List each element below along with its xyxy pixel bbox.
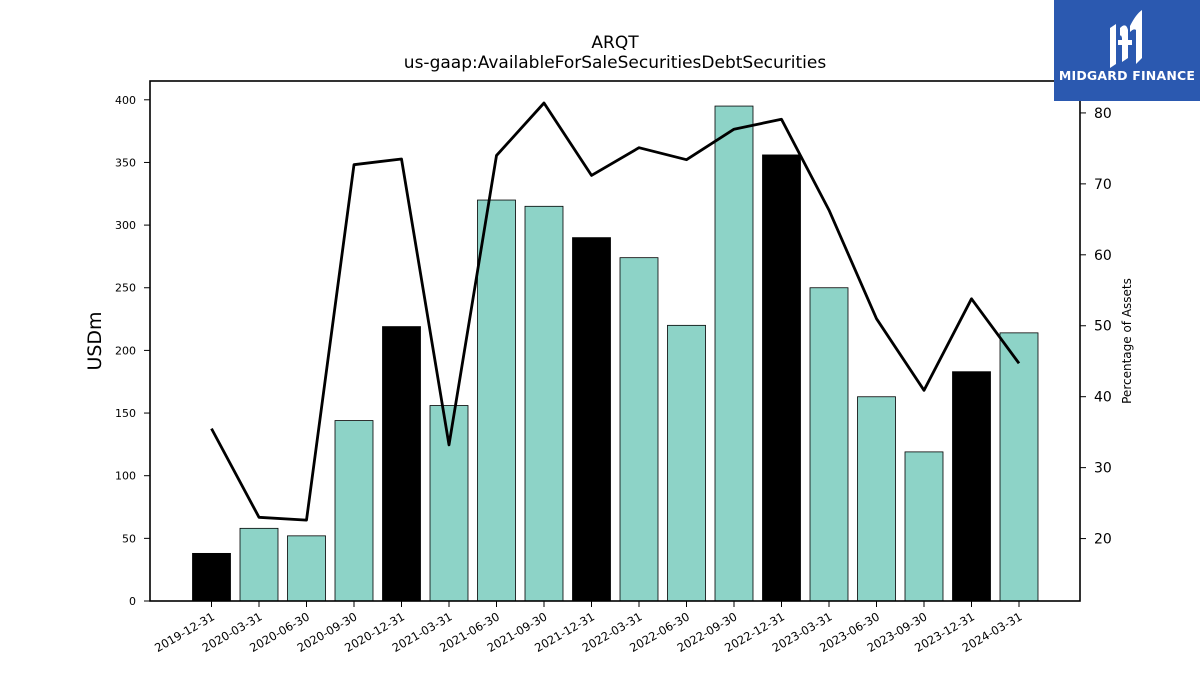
- y-tick-label-200: 200: [115, 344, 136, 357]
- percentage-line: [210, 101, 1021, 522]
- y2-tick-label-70: 70: [1094, 177, 1112, 193]
- line-layer: [210, 101, 1021, 522]
- bar-2020-06-30: [287, 535, 326, 602]
- bar-2020-03-31: [239, 527, 279, 602]
- bar-2024-03-31: [999, 332, 1039, 602]
- y-tick-label-150: 150: [115, 407, 136, 420]
- chart-subtitle: us-gaap:AvailableForSaleSecuritiesDebtSe…: [404, 53, 827, 73]
- bar-2022-09-30: [714, 105, 754, 602]
- y-axis-label: USDm: [84, 311, 106, 370]
- bar-2020-12-31: [382, 326, 421, 602]
- bar-2022-12-31: [762, 154, 801, 602]
- y-tick-label-400: 400: [115, 94, 136, 107]
- y2-tick-label-80: 80: [1094, 106, 1112, 122]
- y-tick-label-100: 100: [115, 470, 136, 483]
- bar-2021-12-31: [572, 237, 611, 602]
- y2-tick-label-20: 20: [1094, 532, 1112, 548]
- y-tick-label-250: 250: [115, 282, 136, 295]
- y2-tick-label-40: 40: [1094, 390, 1112, 406]
- logo-text: MIDGARD FINANCE: [1058, 68, 1196, 83]
- plot-frame: [149, 80, 1081, 602]
- bar-2023-12-31: [952, 371, 991, 602]
- bar-2023-09-30: [904, 451, 944, 602]
- bar-2022-06-30: [667, 324, 706, 602]
- y2-tick-label-30: 30: [1094, 461, 1112, 477]
- bar-2021-06-30: [477, 199, 516, 602]
- bars-layer: [192, 105, 1039, 602]
- bar-2020-09-30: [334, 420, 374, 602]
- y-tick-label-0: 0: [129, 595, 136, 608]
- bar-2023-03-31: [809, 287, 849, 602]
- bar-2022-03-31: [619, 257, 659, 602]
- y2-tick-label-50: 50: [1094, 319, 1112, 335]
- bar-2021-09-30: [524, 205, 564, 602]
- y-tick-label-350: 350: [115, 156, 136, 169]
- y2-tick-label-60: 60: [1094, 248, 1112, 264]
- bar-2023-06-30: [857, 396, 896, 602]
- y2-axis-label: Percentage of Assets: [1120, 278, 1134, 404]
- midgard-finance-logo: MIDGARD FINANCE: [1054, 0, 1200, 101]
- y-tick-label-300: 300: [115, 219, 136, 232]
- y-tick-label-50: 50: [122, 532, 136, 545]
- bar-2019-12-31: [192, 552, 231, 602]
- chart-title: ARQT: [591, 33, 639, 53]
- logo-mark-icon: [1110, 10, 1142, 68]
- bar-2021-03-31: [429, 405, 469, 602]
